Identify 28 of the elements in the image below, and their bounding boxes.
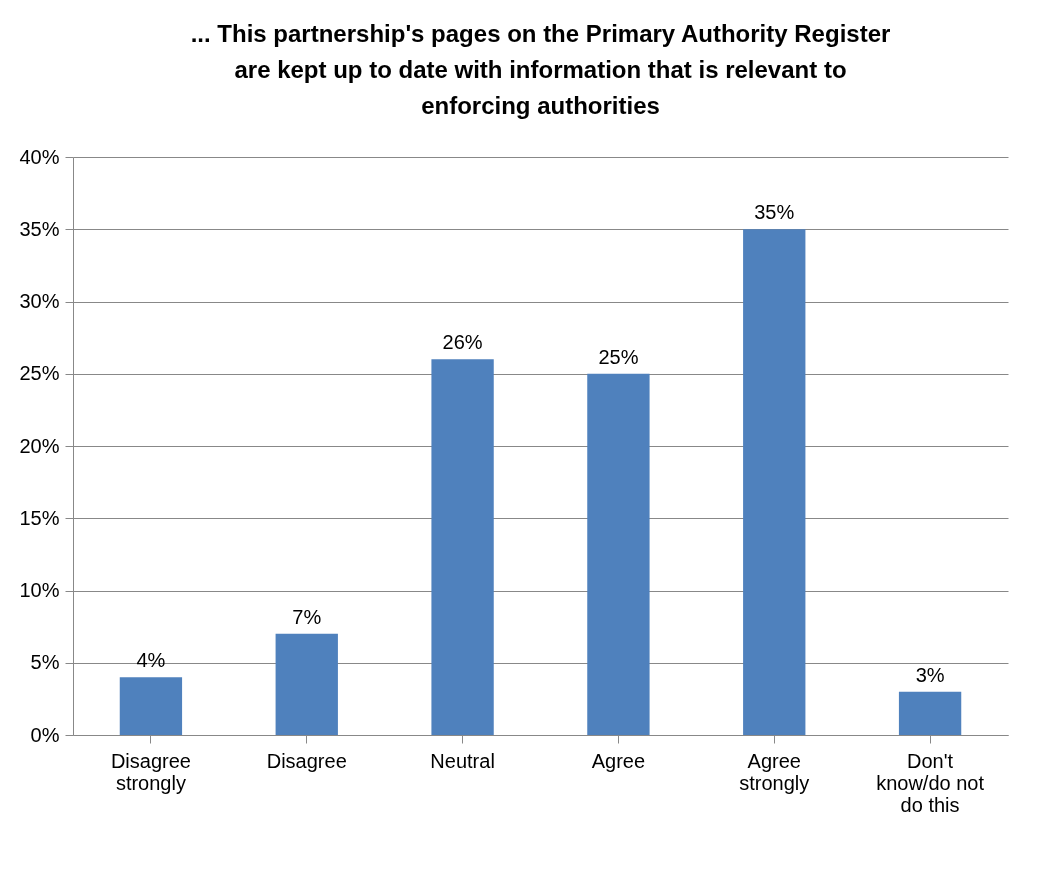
bar bbox=[743, 229, 806, 735]
y-tick-label: 30% bbox=[19, 290, 60, 312]
bar bbox=[275, 633, 338, 735]
bar bbox=[431, 359, 494, 735]
data-label: 35% bbox=[754, 201, 795, 224]
bar bbox=[587, 373, 650, 735]
data-label: 4% bbox=[136, 649, 166, 672]
y-tick-label: 25% bbox=[19, 362, 60, 385]
bar bbox=[898, 691, 962, 735]
data-label: 26% bbox=[442, 331, 483, 354]
y-tick-label: 20% bbox=[19, 434, 60, 457]
x-tick-label: Agree bbox=[591, 749, 646, 772]
data-label: 3% bbox=[915, 663, 945, 686]
data-label: 7% bbox=[292, 605, 322, 628]
y-tick-label: 5% bbox=[30, 651, 60, 674]
chart-title: ... This partnership's pages on the Primary Authority Register are kept up to date with information that is relevant to enforcing authorities bbox=[190, 20, 891, 119]
x-tick-label: Disagree strongly bbox=[110, 749, 191, 794]
x-tick-label: Don't know/do not do this bbox=[876, 749, 985, 816]
y-tick-label: 35% bbox=[19, 217, 60, 240]
bar bbox=[119, 677, 183, 735]
x-tick-label: Disagree bbox=[266, 749, 347, 772]
y-tick-label: 40% bbox=[19, 145, 60, 168]
y-tick-label: 0% bbox=[30, 723, 60, 746]
x-tick-label: Neutral bbox=[430, 749, 495, 772]
x-tick-label: Agree strongly bbox=[739, 749, 810, 794]
data-label: 25% bbox=[598, 345, 639, 368]
y-tick-label: 15% bbox=[19, 506, 60, 529]
y-tick-label: 10% bbox=[19, 579, 60, 601]
